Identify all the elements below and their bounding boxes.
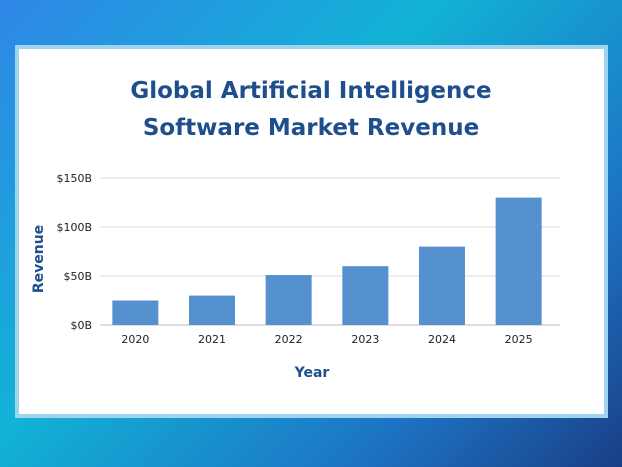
y-axis-label: Revenue [31, 225, 47, 293]
x-tick-label: 2025 [505, 333, 533, 346]
y-tick-label: $150B [56, 172, 92, 185]
y-tick-label: $100B [56, 221, 92, 234]
bar-2024 [419, 246, 465, 325]
bar-2022 [265, 275, 312, 325]
x-tick-labels: 2020 2021 2022 2023 2024 2025 [121, 333, 532, 346]
x-tick-label: 2021 [198, 333, 226, 346]
chart-title-line-1: Global Artificial Intelligence [130, 78, 492, 104]
bar-2023 [342, 266, 389, 325]
chart-title-line-2: Software Market Revenue [142, 115, 480, 141]
x-tick-label: 2024 [428, 333, 456, 346]
y-tick-labels: $0B $50B $100B $150B [56, 172, 92, 332]
x-tick-label: 2020 [121, 333, 149, 346]
y-tick-label: $50B [63, 270, 92, 283]
x-tick-label: 2023 [351, 333, 379, 346]
x-axis-label: Year [294, 365, 330, 381]
bar-2021 [189, 295, 235, 325]
bars [112, 197, 542, 325]
gridlines [100, 177, 560, 326]
bar-2025 [495, 197, 542, 325]
x-tick-label: 2022 [275, 333, 303, 346]
bar-2020 [112, 300, 159, 325]
y-tick-label: $0B [70, 319, 92, 332]
